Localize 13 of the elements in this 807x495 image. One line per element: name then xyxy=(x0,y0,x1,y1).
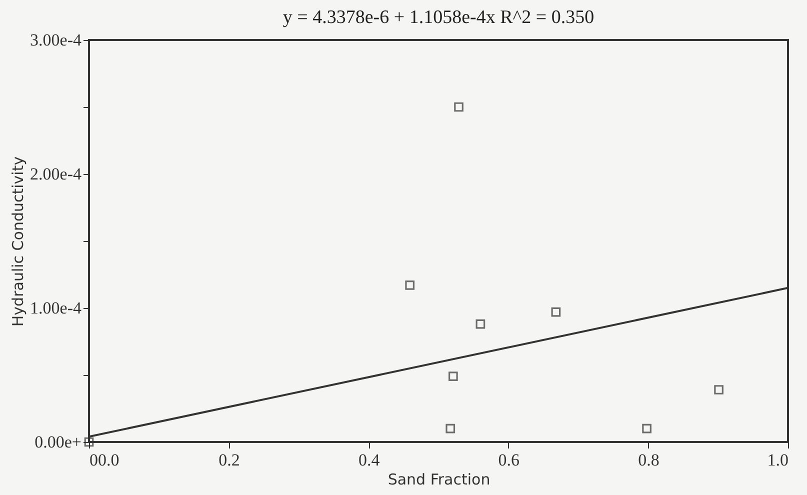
x-tick-label: 0.8 xyxy=(638,450,660,470)
y-tick-label: 1.00e-4 xyxy=(30,298,82,318)
x-tick-label: 00.0 xyxy=(90,450,120,470)
x-tick-label: 1.0 xyxy=(767,450,788,470)
x-tick-label: 0.4 xyxy=(358,450,380,470)
chart-title: y = 4.3378e-6 + 1.1058e-4x R^2 = 0.350 xyxy=(282,7,594,28)
y-axis-title: Hydraulic Conductivity xyxy=(9,156,28,327)
x-tick-label: 0.2 xyxy=(218,450,240,470)
y-tick-label: 0.00e+ xyxy=(34,432,82,452)
y-tick-label: 2.00e-4 xyxy=(30,164,82,184)
x-tick-label: 0.6 xyxy=(498,450,520,470)
x-axis-title: Sand Fraction xyxy=(388,470,490,488)
y-tick-label: 3.00e-4 xyxy=(30,30,82,50)
